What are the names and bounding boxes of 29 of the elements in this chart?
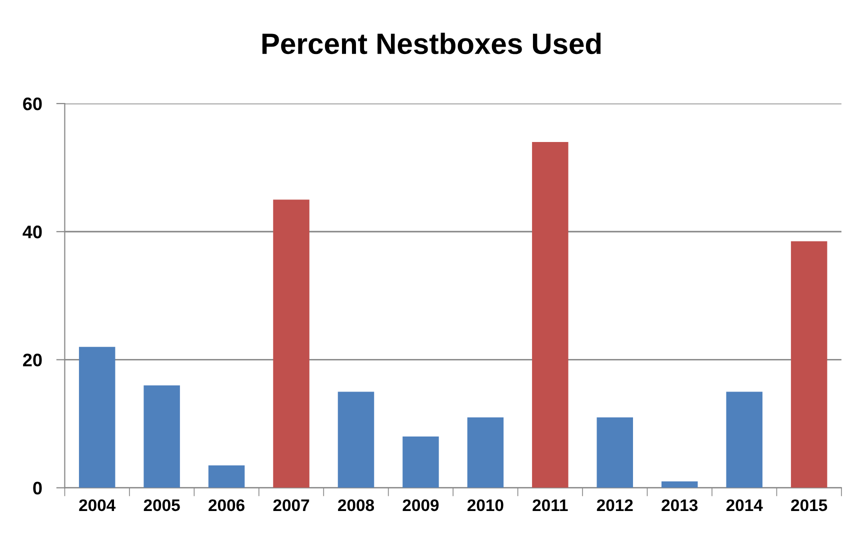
bar xyxy=(790,241,828,488)
y-tick-label: 40 xyxy=(22,226,42,238)
x-tick-label: 2014 xyxy=(726,499,763,512)
x-tick-label: 2009 xyxy=(402,499,439,512)
x-tick-label: 2013 xyxy=(662,499,698,512)
bar xyxy=(144,385,180,488)
x-tick-label: 2007 xyxy=(273,499,310,512)
x-tick-label: 2005 xyxy=(144,499,180,512)
bar xyxy=(338,392,374,488)
bar xyxy=(78,346,116,488)
bar xyxy=(532,142,568,488)
x-tick-label: 2006 xyxy=(208,499,244,512)
bar xyxy=(661,481,698,488)
bar xyxy=(402,436,439,488)
y-tick-label: 20 xyxy=(23,354,42,366)
bar xyxy=(726,392,762,488)
x-tick-label: 2011 xyxy=(532,499,568,512)
y-tick-label: 0 xyxy=(33,482,42,494)
x-tick-label: 2010 xyxy=(467,499,504,512)
chart-title: Percent Nestboxes Used xyxy=(262,32,601,54)
y-tick-label: 60 xyxy=(23,97,42,110)
x-tick-label: 2004 xyxy=(79,499,116,512)
bar xyxy=(273,200,310,488)
bar xyxy=(467,417,504,488)
x-tick-label: 2015 xyxy=(791,499,828,512)
x-tick-label: 2012 xyxy=(596,499,633,512)
bar xyxy=(208,465,245,488)
bar xyxy=(596,417,634,488)
x-tick-label: 2008 xyxy=(338,499,374,512)
